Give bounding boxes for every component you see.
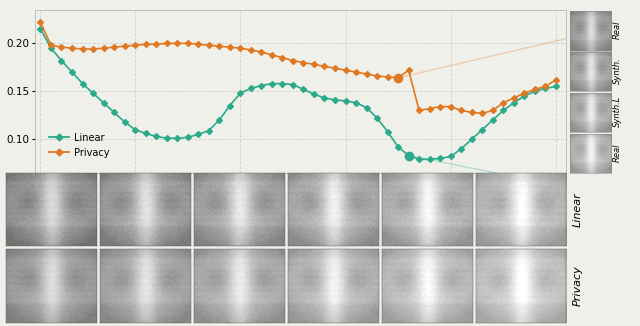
Text: Real: Real	[612, 143, 621, 162]
Text: Linear: Linear	[573, 192, 583, 227]
Text: Privacy: Privacy	[573, 266, 583, 306]
Text: Real: Real	[612, 21, 621, 39]
Legend: Linear, Privacy: Linear, Privacy	[45, 129, 113, 161]
Text: Synth.L: Synth.L	[612, 96, 621, 127]
Y-axis label: $d_{LPPS}$: $d_{LPPS}$	[0, 76, 4, 107]
Text: steps: steps	[536, 194, 566, 204]
Text: Synth.: Synth.	[612, 57, 621, 84]
